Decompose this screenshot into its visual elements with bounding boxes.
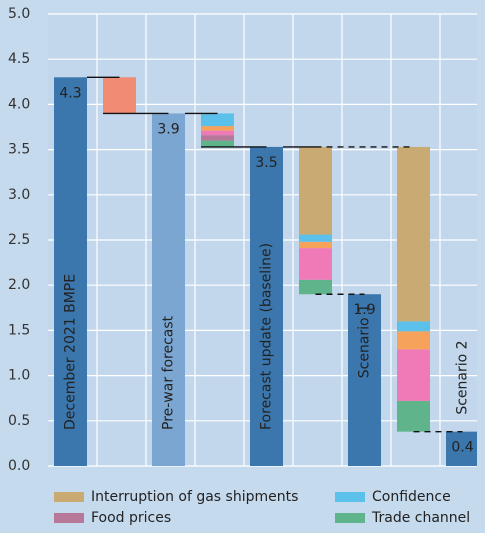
change-segment: [201, 126, 234, 131]
y-tick-label: 3.5: [8, 142, 30, 158]
change-segment: [299, 279, 332, 295]
bar-label: December 2021 BMPE: [63, 274, 79, 430]
change-segment: [103, 77, 136, 114]
y-tick-label: 4.5: [8, 51, 30, 67]
total-bar: [152, 113, 185, 466]
change-segment: [299, 248, 332, 280]
change-segment: [201, 135, 234, 141]
bars: [54, 77, 477, 466]
y-tick-label: 0.0: [8, 458, 30, 474]
legend-swatch: [54, 513, 84, 523]
legend-swatch: [54, 492, 84, 502]
total-bar: [54, 77, 87, 466]
legend-swatch: [335, 492, 365, 502]
total-bar: [250, 146, 283, 466]
y-tick-label: 4.0: [8, 96, 30, 112]
change-segment: [299, 241, 332, 249]
y-tick-label: 3.0: [8, 187, 30, 203]
change-segment: [397, 146, 430, 322]
bar-label: Scenario 2: [455, 340, 471, 414]
y-tick-label: 0.5: [8, 413, 30, 429]
change-segment: [201, 113, 234, 127]
y-tick-label: 2.5: [8, 232, 30, 248]
y-tick-label: 5.0: [8, 6, 30, 22]
change-segment: [201, 130, 234, 136]
legend-label: Trade channel: [371, 510, 470, 526]
bar-label: Scenario 1: [357, 304, 373, 378]
value-label: 3.9: [157, 121, 179, 137]
value-label: 3.5: [255, 155, 277, 171]
total-bar: [446, 431, 477, 466]
y-tick-label: 2.0: [8, 277, 30, 293]
legend-label: Interruption of gas shipments: [91, 489, 298, 505]
change-segment: [299, 146, 332, 235]
change-segment: [299, 234, 332, 242]
legend-swatch: [335, 513, 365, 523]
change-segment: [201, 140, 234, 147]
value-label: 0.4: [451, 440, 473, 456]
legend-label: Confidence: [372, 489, 451, 505]
total-bar: [348, 294, 381, 466]
change-segment: [397, 331, 430, 350]
y-tick-label: 1.5: [8, 322, 30, 338]
change-segment: [397, 400, 430, 432]
legend-label: Food prices: [91, 510, 171, 526]
bar-label: Pre-war forecast: [161, 315, 177, 430]
value-label: 1.9: [353, 302, 375, 318]
y-tick-label: 1.0: [8, 368, 30, 384]
bar-label: Forecast update (baseline): [259, 243, 275, 430]
value-label: 4.3: [59, 85, 81, 101]
change-segment: [397, 321, 430, 332]
change-segment: [397, 349, 430, 401]
